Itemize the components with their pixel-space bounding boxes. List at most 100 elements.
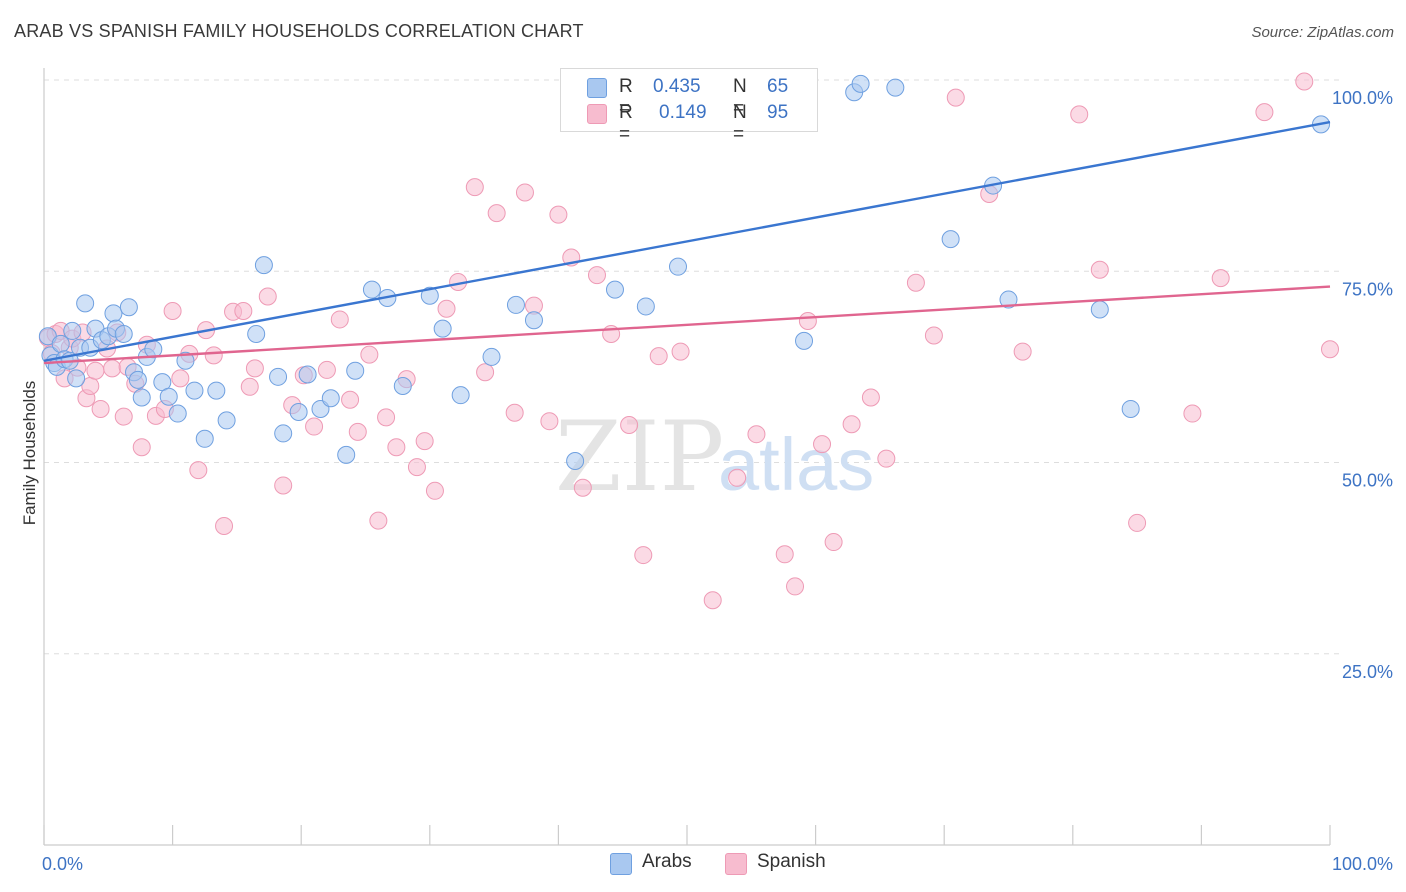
arab-point [119,298,138,317]
spanish-point [348,422,367,441]
spanish-point [387,438,406,457]
spanish-point [86,361,105,380]
spanish-point [775,545,794,564]
spanish-point [360,345,379,364]
arab-point [114,324,133,343]
bottom-arabs-label: Arabs [642,851,692,872]
spanish-point [1321,340,1339,359]
y-axis-label: Family Households [20,380,39,526]
spanish-point [407,458,426,477]
spanish-point [1013,342,1032,361]
arab-point [51,334,70,353]
spanish-point [1295,72,1314,91]
arab-point [506,295,525,314]
arab-point [217,411,236,430]
arab-point [76,294,95,313]
spanish-point [649,347,668,366]
arabs-n-value: 65 [767,76,789,97]
spanish-point [330,310,349,329]
spanish-point [258,287,277,306]
spanish-point [505,403,524,422]
spanish-point [587,266,606,285]
arab-point [795,331,814,350]
spanish-point [189,461,208,480]
spanish-point [1128,513,1147,532]
chart-title: ARAB VS SPANISH FAMILY HOUSEHOLDS CORREL… [14,21,584,41]
arab-point [337,445,356,464]
tick-labels: 25.0% 50.0% 75.0% 100.0% 0.0% 100.0% [42,88,1393,874]
spanish-point [369,511,388,530]
arab-point [999,290,1018,309]
spanish-points [38,72,1339,610]
arabs-swatch [587,78,607,98]
spanish-point [341,390,360,409]
gridlines [44,79,1340,655]
spanish-point [861,388,880,407]
spanish-n-value: 95 [767,102,789,123]
watermark-atlas: atlas [718,423,874,506]
spanish-point [1090,260,1109,279]
arabs-n-label: N = [733,76,747,119]
spanish-point [425,481,444,500]
arab-point [254,256,273,275]
arab-point [274,424,293,443]
spanish-point [437,299,456,318]
arab-point [636,297,655,316]
spanish-point [728,468,747,487]
spanish-point [234,302,253,321]
arab-point [185,381,204,400]
arab-point [851,74,870,93]
spanish-point [317,360,336,379]
arab-point [207,381,226,400]
arab-point [482,347,501,366]
spanish-swatch [587,104,607,124]
spanish-point [634,546,653,565]
spanish-point [114,407,133,426]
watermark: ZIP atlas [555,401,874,513]
arab-point [321,389,340,408]
correlation-legend: R = 0.435 N = 65 R = 0.149 N = 95 [560,68,818,145]
arab-point [433,319,452,338]
spanish-point [1183,404,1202,423]
y-tick-label: 50.0% [1342,471,1393,491]
arab-point [362,280,381,299]
spanish-point [377,408,396,427]
spanish-point [245,359,264,378]
spanish-point [1070,105,1089,124]
y-tick-label: 25.0% [1342,662,1393,682]
arab-point [298,365,317,384]
spanish-point [786,577,805,596]
spanish-point [305,417,324,436]
arabs-r-label: R = [619,76,633,119]
x-tick-label-min: 0.0% [42,854,83,874]
spanish-point [747,425,766,444]
arab-point [605,280,624,299]
arab-point [247,324,266,343]
spanish-point [215,516,234,535]
spanish-point [163,302,182,321]
spanish-point [620,416,639,435]
arabs-r-value: 0.435 [653,76,701,97]
spanish-point [487,204,506,223]
spanish-point [540,412,559,431]
spanish-point [877,449,896,468]
spanish-point [906,273,925,292]
arab-point [1090,300,1109,319]
arab-point [289,403,308,422]
spanish-point [415,432,434,451]
arab-point [269,367,288,386]
spanish-point [671,342,690,361]
y-tick-label: 75.0% [1342,279,1393,299]
spanish-point [91,399,110,418]
bottom-spanish-label: Spanish [757,851,826,872]
arab-point [941,230,960,249]
spanish-n-label: N = [733,102,747,145]
arab-point [420,286,439,305]
spanish-point [171,369,190,388]
spanish-point [946,88,965,107]
arab-point [195,429,214,448]
bottom-spanish-swatch [725,853,747,875]
arab-point [1121,399,1140,418]
trendlines [43,120,1331,365]
arab-point [104,304,123,323]
